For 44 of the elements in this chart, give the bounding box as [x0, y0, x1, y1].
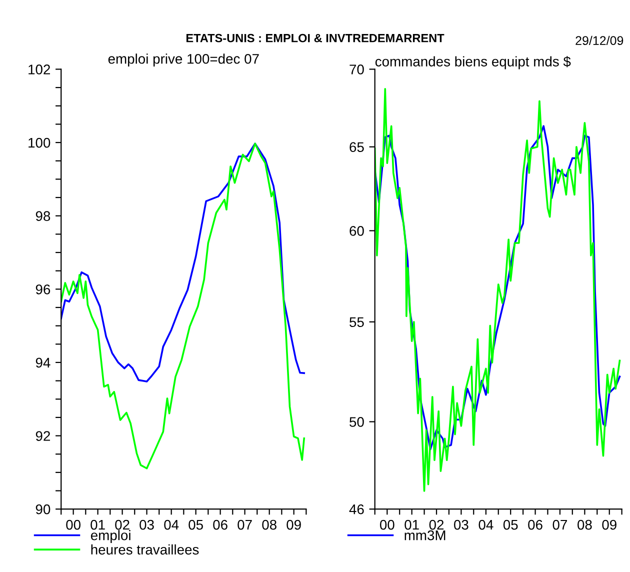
legend-label: emploi	[90, 530, 130, 543]
x-tick-label: 05	[503, 520, 518, 530]
y-tick-label: 46	[349, 504, 364, 514]
x-tick-label: 02	[429, 520, 444, 530]
y-tick-label: 94	[36, 358, 50, 368]
y-tick-label: 65	[350, 142, 364, 152]
x-tick-label: 06	[528, 520, 542, 530]
x-tick-label: 01	[90, 520, 105, 530]
line-series	[61, 142, 306, 470]
y-tick-label: 70	[350, 64, 364, 74]
x-tick-label: 03	[454, 520, 468, 530]
x-tick-label: 04	[478, 520, 494, 530]
y-tick-label: 102	[28, 64, 50, 74]
legend-label: heures travaillees	[91, 544, 199, 555]
x-tick-label: 09	[286, 520, 301, 530]
y-tick-label: 90	[36, 504, 50, 514]
y-tick-label: 50	[350, 417, 364, 427]
line-series	[374, 125, 621, 450]
x-tick-label: 00	[66, 520, 80, 530]
x-tick-label: 08	[578, 520, 592, 530]
chart-title: commandes biens equipt mds $	[375, 56, 571, 70]
y-tick-label: 100	[28, 138, 50, 148]
x-tick-label: 08	[262, 520, 276, 530]
x-tick-label: 04	[164, 520, 179, 530]
x-tick-label: 01	[404, 520, 419, 530]
x-tick-label: 06	[213, 520, 228, 530]
line-series	[374, 88, 621, 492]
y-tick-label: 60	[350, 226, 364, 236]
x-tick-label: 00	[380, 520, 394, 530]
x-tick-label: 07	[238, 520, 252, 530]
x-tick-label: 09	[602, 520, 616, 530]
x-tick-label: 07	[552, 520, 567, 530]
y-tick-label: 98	[36, 211, 50, 222]
text: ETATS-UNIS : EMPLOI & INVTREDEMARRENT	[186, 34, 444, 42]
chart-title: emploi prive 100=dec 07	[108, 54, 259, 67]
legend-label: mm3M	[404, 530, 446, 540]
x-tick-label: 02	[115, 520, 130, 530]
text: 29/12/09	[576, 36, 624, 46]
y-tick-label: 92	[36, 431, 50, 441]
y-tick-label: 96	[36, 284, 50, 294]
line-series	[61, 142, 306, 382]
y-tick-label: 55	[350, 317, 364, 328]
x-tick-label: 03	[140, 520, 154, 530]
x-tick-label: 05	[188, 520, 203, 530]
